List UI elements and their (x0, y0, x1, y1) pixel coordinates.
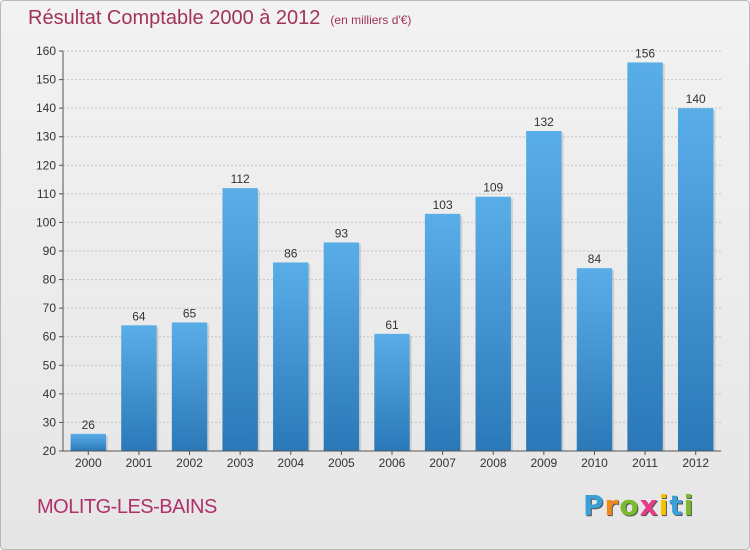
bar-2001 (121, 325, 157, 451)
bar-2004 (273, 262, 309, 451)
data-label-2005: 93 (335, 226, 349, 240)
chart-title-row: Résultat Comptable 2000 à 2012 (en millie… (28, 7, 411, 30)
y-tick-label: 40 (43, 387, 57, 401)
y-tick-label: 120 (36, 158, 56, 172)
y-tick-label: 80 (43, 273, 57, 287)
bar-2003 (222, 188, 258, 451)
x-tick-label: 2012 (682, 456, 709, 470)
data-label-2012: 140 (686, 92, 706, 106)
x-tick-label: 2000 (75, 456, 102, 470)
x-tick-label: 2007 (429, 456, 456, 470)
data-label-2008: 109 (483, 181, 503, 195)
data-label-2009: 132 (534, 115, 554, 129)
logo-letter: r (604, 489, 620, 522)
x-tick-label: 2009 (530, 456, 557, 470)
logo-letter: i (683, 489, 695, 522)
y-tick-label: 160 (36, 44, 56, 58)
bar-2011 (627, 62, 663, 452)
bar-2010 (576, 268, 613, 451)
data-label-2002: 65 (183, 306, 197, 320)
y-tick-label: 50 (43, 358, 57, 372)
x-tick-label: 2005 (328, 456, 355, 470)
data-label-2001: 64 (132, 309, 146, 323)
y-tick-label: 70 (43, 301, 57, 315)
y-axis: 20 30 40 50 60 70 80 90 100 110 120 130 140 150 160 (36, 44, 64, 458)
bar-2005 (323, 242, 360, 451)
bar-2006 (374, 333, 410, 451)
bar-2012 (677, 108, 714, 452)
y-tick-label: 90 (43, 244, 57, 258)
x-tick-label: 2011 (632, 456, 658, 470)
y-tick-label: 100 (36, 215, 56, 229)
x-tick-label: 2010 (581, 456, 608, 470)
y-tick-label: 20 (43, 444, 57, 458)
x-tick-label: 2001 (126, 456, 153, 470)
x-tick-label: 2008 (480, 456, 507, 470)
data-label-2006: 61 (385, 318, 399, 332)
bar-2000 (70, 433, 107, 451)
chart-title: Résultat Comptable 2000 à 2012 (28, 7, 321, 29)
logo-letter: t (669, 489, 684, 522)
x-axis: 2000 2001 2002 2003 2004 2005 2006 2007 2008 2009… (63, 450, 721, 470)
data-label-2000: 26 (82, 418, 96, 432)
y-tick-label: 30 (43, 415, 57, 429)
town-name: MOLITG-LES-BAINS (37, 496, 217, 518)
x-tick-label: 2003 (227, 456, 254, 470)
data-label-2007: 103 (433, 198, 453, 212)
bar-2007 (424, 213, 461, 451)
bar-2009 (526, 131, 562, 451)
y-tick-label: 150 (36, 73, 56, 87)
x-tick-label: 2004 (277, 456, 304, 470)
chart-subtitle: (en milliers d'€) (330, 13, 412, 27)
y-tick-label: 110 (37, 187, 56, 201)
x-tick-label: 2002 (176, 456, 203, 470)
data-label-2011: 156 (635, 46, 655, 60)
bars: 26 64 65 112 86 93 61 103 109 132 84 156 140 (70, 46, 716, 452)
bar-2008 (475, 196, 511, 451)
y-tick-label: 140 (36, 101, 56, 115)
data-label-2010: 84 (588, 252, 602, 266)
data-label-2003: 112 (231, 172, 250, 186)
logo-letter: i (658, 489, 670, 522)
y-tick-label: 130 (36, 130, 56, 144)
x-tick-label: 2006 (379, 456, 406, 470)
bar-2002 (171, 322, 208, 451)
logo-letter: o (619, 489, 640, 522)
logo-letter: x (639, 489, 659, 522)
data-label-2004: 86 (284, 246, 298, 260)
logo-letter: P (583, 489, 605, 522)
proxiti-logo[interactable]: Proxiti (583, 489, 694, 522)
y-tick-label: 60 (43, 330, 57, 344)
